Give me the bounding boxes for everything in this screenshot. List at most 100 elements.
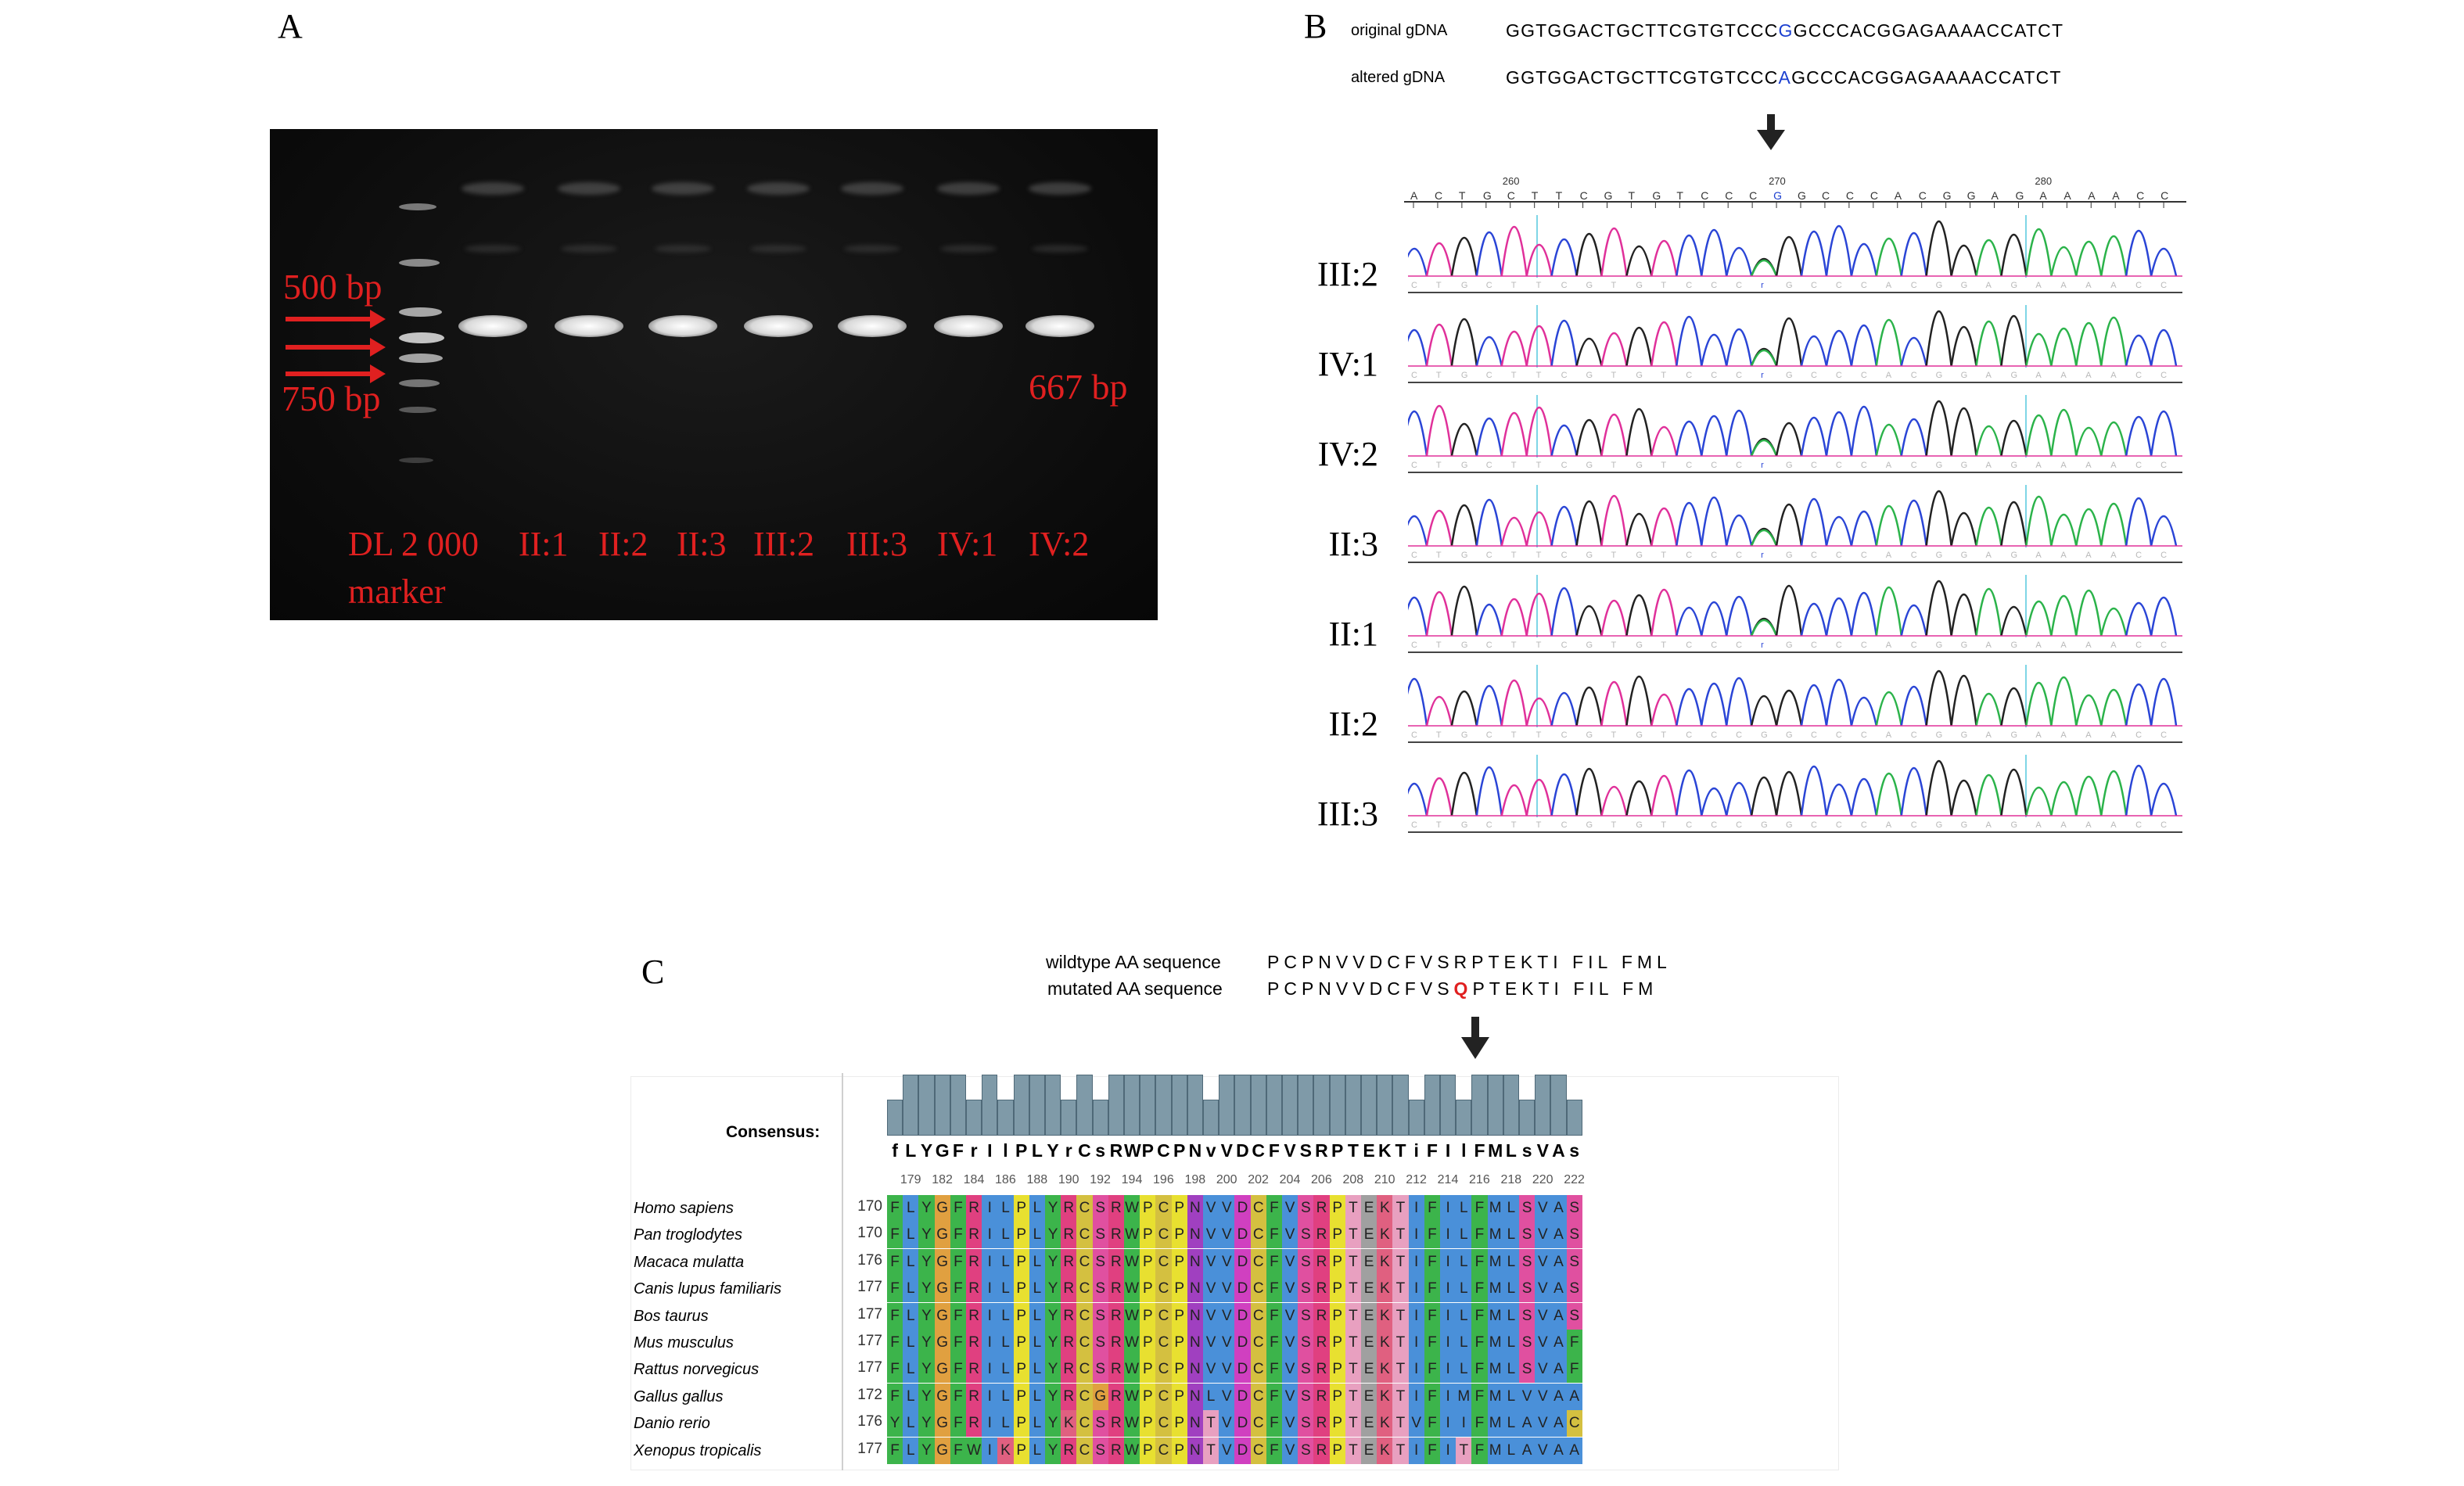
alignment-cell: S [1519,1302,1536,1330]
alignment-cell: R [1108,1302,1124,1330]
faint-band [750,245,806,253]
called-base: C [1686,820,1692,830]
alignment-cell: L [1029,1410,1045,1438]
called-base: C [1486,551,1492,560]
alignment-cell: L [903,1330,919,1356]
conservation-bar [887,1100,903,1136]
trace-peak [2025,415,2053,457]
alignment-cell: Y [1045,1195,1061,1222]
alignment-cell: K [1377,1276,1393,1303]
reference-base: A [1895,189,1902,202]
called-base: G [1936,461,1943,470]
start-position: 176 [857,1413,882,1430]
seq-part: GCCCACGGAGAAAACCATCT [1793,20,2064,41]
alignment-cell: F [887,1302,903,1330]
lane-label: IV:1 [937,525,998,563]
trace-peak [1625,780,1653,817]
alignment-cell: F [1424,1437,1440,1464]
called-base: T [1436,641,1442,650]
alignment-cell: V [1219,1330,1235,1356]
reference-base: C [1580,189,1588,202]
alignment-cell: A [1550,1276,1567,1303]
called-base: G [1461,641,1468,650]
alignment-cell: I [982,1195,998,1222]
alignment-cell: Y [1045,1356,1061,1384]
alignment-cell: P [1013,1222,1029,1249]
trace-peak [1800,497,1828,547]
panel-a-letter: A [278,7,303,45]
trace-peak [1775,236,1803,277]
called-base: G [1961,730,1968,740]
called-base: C [1711,371,1717,380]
trace-peak [1900,232,1927,277]
alignment-cell: W [1124,1276,1140,1303]
alignment-cell: V [1282,1410,1298,1438]
called-base: C [1836,730,1842,740]
consensus-residue: I [987,1140,993,1161]
trace-peak [1525,698,1553,727]
species-name: Macaca mulatta [634,1253,745,1271]
called-base: C [1561,820,1568,830]
position-tick: 196 [1153,1173,1174,1186]
alignment-cell: P [1140,1302,1156,1330]
alignment-cell: F [1266,1195,1282,1222]
alignment-cell: D [1234,1410,1251,1438]
called-base: G [2010,730,2017,740]
alignment-cell: R [966,1302,982,1330]
lane-label: II:2 [598,525,648,563]
called-base: A [2035,551,2042,560]
alignment-cell: A [1519,1410,1536,1438]
reference-base: G [1773,189,1782,202]
called-base: G [1936,730,1943,740]
consensus-residue: I [1445,1140,1451,1161]
alignment-cell: S [1298,1276,1314,1303]
pcr-product-band [934,315,1003,337]
alignment-cell: V [1282,1437,1298,1464]
alignment-cell: C [1155,1302,1172,1330]
trace-peak [1408,515,1428,547]
alignment-cell: P [1013,1302,1029,1330]
start-position: 170 [857,1225,882,1242]
marker-arrow [286,364,386,383]
faint-band [937,182,1000,195]
faint-band [841,182,903,195]
alignment-cell: F [1424,1356,1440,1384]
alignment-cell: I [1408,1356,1424,1384]
consensus-residue: C [1078,1140,1091,1161]
trace-peak [2000,314,2028,367]
consensus-residue: s [1095,1140,1106,1161]
consensus-residue: V [1220,1140,1233,1161]
alignment-cell: P [1013,1437,1029,1464]
alignment-cell: G [934,1437,950,1464]
called-base: C [1861,641,1867,650]
called-base: G [1586,551,1593,560]
alignment-cell: P [1140,1222,1156,1249]
called-base: T [1536,461,1542,470]
trace-peak [2050,408,2078,457]
reference-base: C [1725,189,1733,202]
alignment-cell: E [1361,1276,1377,1303]
alignment-cell: A [1550,1383,1567,1410]
alignment-cell: L [1029,1356,1045,1384]
called-base: C [2135,730,2142,740]
called-base: C [2160,281,2167,290]
called-base: T [1511,820,1517,830]
alignment-cell: L [1503,1410,1519,1438]
trace-peak [1575,767,1603,817]
reference-base: C [1846,189,1854,202]
conservation-bar [982,1075,998,1136]
alignment-cell: P [1013,1410,1029,1438]
mutated-aa-label: mutated AA sequence [1047,978,1223,999]
trace-peak [1500,225,1528,277]
called-base: C [2160,551,2167,560]
alignment-cell: I [1440,1222,1456,1249]
alignment-cell: S [1092,1248,1108,1276]
alignment-cell: R [1313,1410,1330,1438]
called-base: T [1436,371,1442,380]
alignment-cell: F [950,1330,966,1356]
alignment-cell: P [1329,1195,1345,1222]
consensus-residue: s [1569,1140,1580,1161]
alignment-cell: K [1377,1222,1393,1249]
consensus-residue: Y [1047,1140,1059,1161]
called-base: G [1961,551,1968,560]
